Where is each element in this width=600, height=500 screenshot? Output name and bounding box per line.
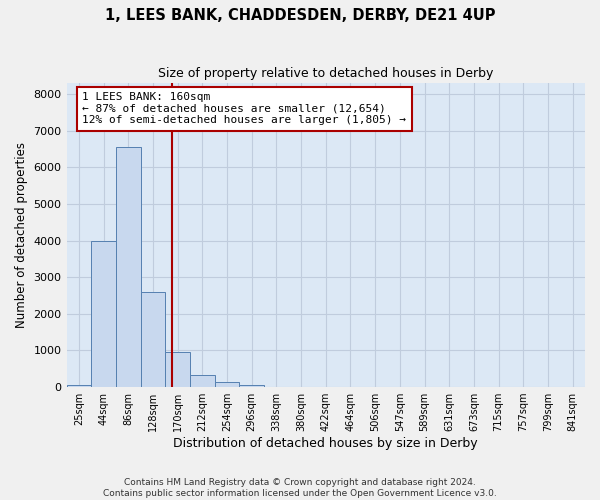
- Bar: [140, 292, 165, 387]
- Text: Contains HM Land Registry data © Crown copyright and database right 2024.
Contai: Contains HM Land Registry data © Crown c…: [103, 478, 497, 498]
- Bar: [116, 147, 140, 387]
- X-axis label: Distribution of detached houses by size in Derby: Distribution of detached houses by size …: [173, 437, 478, 450]
- Bar: [190, 375, 215, 387]
- Text: 1, LEES BANK, CHADDESDEN, DERBY, DE21 4UP: 1, LEES BANK, CHADDESDEN, DERBY, DE21 4U…: [105, 8, 495, 22]
- Y-axis label: Number of detached properties: Number of detached properties: [15, 142, 28, 328]
- Title: Size of property relative to detached houses in Derby: Size of property relative to detached ho…: [158, 68, 493, 80]
- Bar: [215, 382, 239, 387]
- Bar: [91, 240, 116, 387]
- Bar: [239, 386, 264, 387]
- Text: 1 LEES BANK: 160sqm
← 87% of detached houses are smaller (12,654)
12% of semi-de: 1 LEES BANK: 160sqm ← 87% of detached ho…: [82, 92, 406, 126]
- Bar: [67, 386, 91, 387]
- Bar: [165, 352, 190, 387]
